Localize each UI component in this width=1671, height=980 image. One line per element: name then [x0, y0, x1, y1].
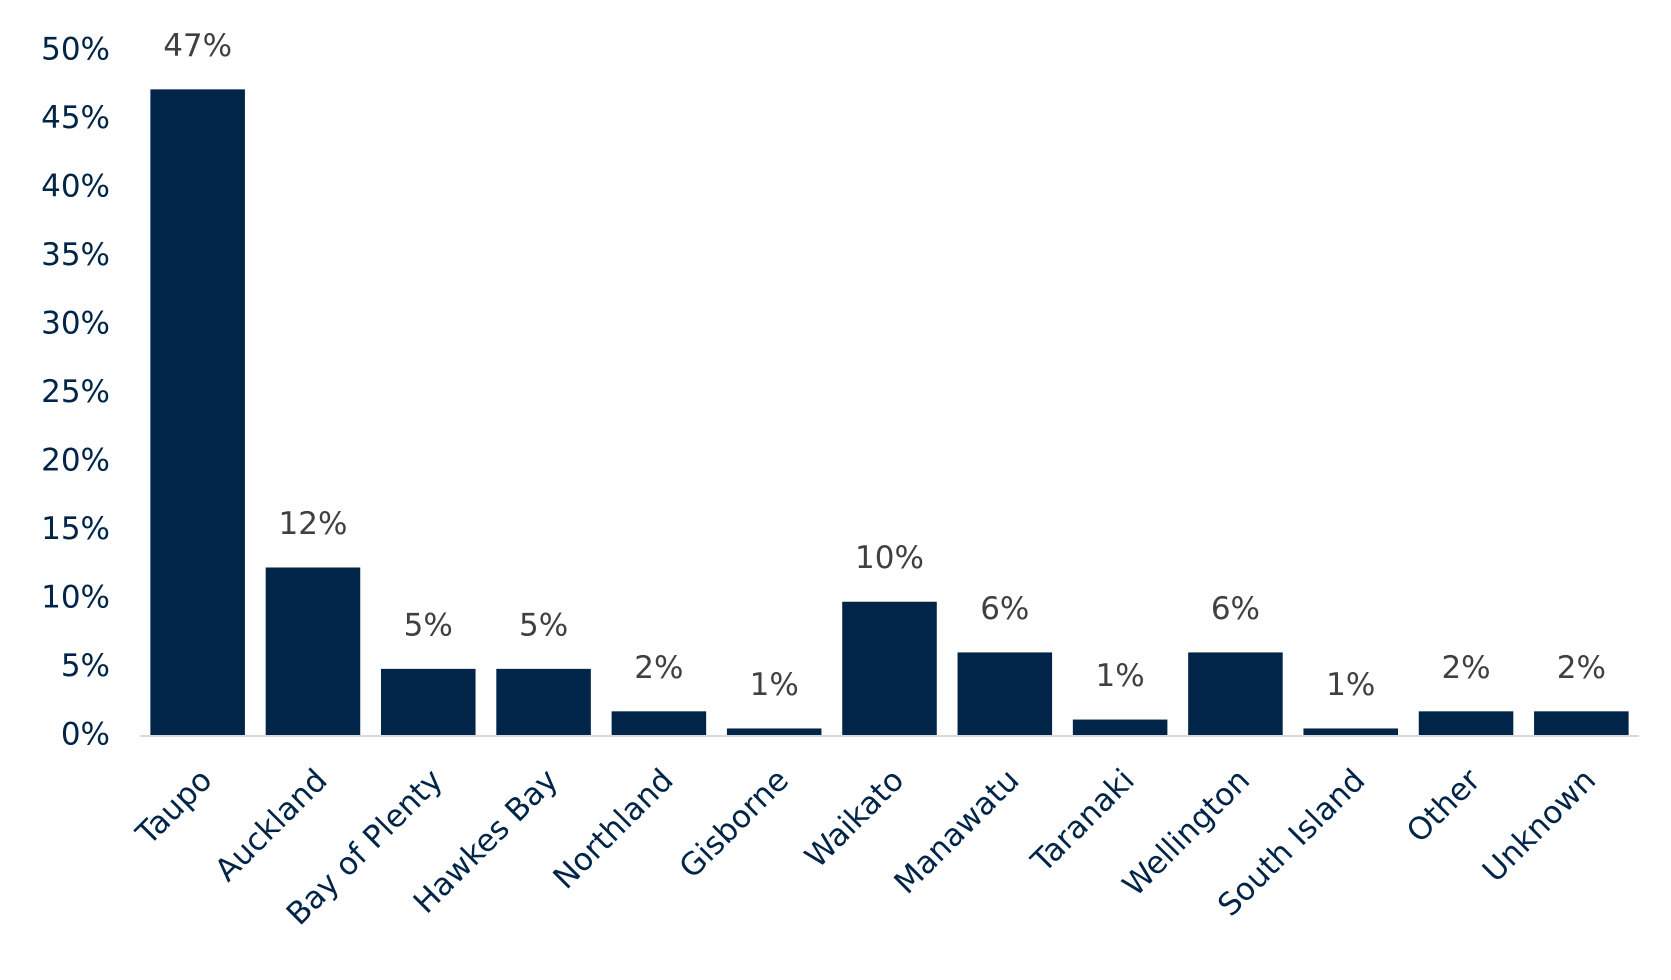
value-label: 1% [750, 667, 799, 703]
y-tick-label: 20% [41, 443, 110, 479]
x-tick-label: Taupo [129, 762, 220, 853]
value-label: 6% [1211, 591, 1260, 627]
bar [957, 652, 1053, 736]
value-label: 2% [1557, 650, 1606, 686]
value-label: 2% [634, 650, 683, 686]
value-label: 2% [1441, 650, 1490, 686]
y-tick-label: 5% [61, 648, 110, 684]
bar [496, 668, 591, 736]
value-label: 5% [519, 607, 568, 643]
value-label: 10% [855, 540, 924, 576]
value-label: 6% [980, 591, 1029, 627]
bar [726, 728, 822, 736]
x-tick-label: Waikato [798, 762, 911, 875]
bar [265, 567, 361, 736]
bar [1072, 719, 1168, 736]
y-tick-label: 10% [41, 580, 110, 616]
y-tick-label: 35% [41, 237, 110, 273]
y-tick-label: 25% [41, 374, 110, 410]
bar [1303, 728, 1399, 736]
x-tick-label: Northland [546, 762, 680, 896]
bar [611, 711, 707, 736]
y-tick-label: 45% [41, 100, 110, 136]
y-tick-label: 40% [41, 169, 110, 205]
x-tick-label: Other [1400, 762, 1488, 850]
y-tick-label: 50% [41, 32, 110, 68]
x-tick-label: Gisborne [673, 762, 796, 885]
x-tick-label: Manawatu [887, 762, 1026, 901]
value-label: 12% [279, 506, 348, 542]
bar [842, 601, 937, 736]
value-label: 1% [1096, 658, 1145, 694]
y-tick-label: 30% [41, 306, 110, 342]
value-label: 1% [1326, 667, 1375, 703]
bar [1188, 652, 1283, 736]
bar [1534, 711, 1629, 736]
y-tick-label: 0% [61, 717, 110, 753]
bar [1418, 711, 1514, 736]
y-tick-label: 15% [41, 511, 110, 547]
bar [150, 89, 245, 737]
value-label: 5% [404, 607, 453, 643]
value-label: 47% [163, 28, 232, 64]
x-tick-label: Taranaki [1024, 762, 1142, 880]
bar [380, 668, 476, 736]
x-tick-label: Unknown [1476, 762, 1603, 889]
